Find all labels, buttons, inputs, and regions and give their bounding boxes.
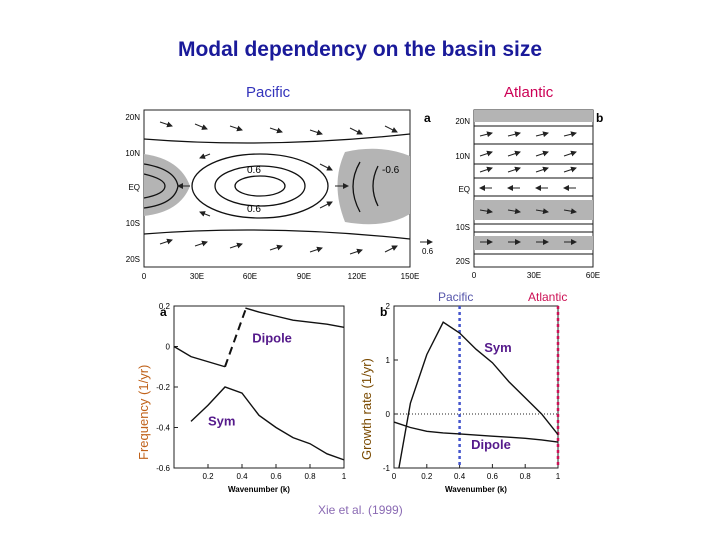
lon-ticks: 0 30E 60E 90E 120E 150E <box>142 272 420 281</box>
svg-text:20N: 20N <box>125 113 140 122</box>
series-label-sym: Sym <box>208 413 235 428</box>
x-axis-label: Wavenumber (k) <box>228 485 290 494</box>
wind-vectors <box>479 131 577 245</box>
x-tick-label: 0.2 <box>421 472 433 481</box>
shade-east <box>337 148 410 225</box>
series-line-sym <box>190 386 345 461</box>
atlantic-map: b 20N 10N EQ 10S 20S 0 30E 60E <box>455 109 603 280</box>
svg-text:EQ: EQ <box>128 183 140 192</box>
x-tick-label: 0.2 <box>202 472 214 481</box>
y-tick-label: -1 <box>383 464 391 473</box>
contour-label-2: -0.6 <box>382 165 400 176</box>
x-axis-label: Wavenumber (k) <box>445 485 507 494</box>
wind-vectors <box>159 121 433 255</box>
y-tick-label: 0.2 <box>159 302 171 311</box>
svg-text:60E: 60E <box>586 271 600 280</box>
lat-ticks: 20N 10N EQ 10S 20S <box>125 113 140 264</box>
y-tick-label: 0 <box>386 410 391 419</box>
series-label-dipole: Dipole <box>471 437 511 452</box>
shade-west <box>144 154 190 216</box>
x-tick-label: 0.6 <box>270 472 282 481</box>
panel-label: a <box>160 305 167 319</box>
svg-text:10S: 10S <box>126 219 140 228</box>
series-label-dipole: Dipole <box>252 330 292 345</box>
x-tick-label: 0 <box>392 472 397 481</box>
series-label-sym: Sym <box>484 340 511 355</box>
pacific-label: Pacific <box>246 84 291 101</box>
series-line-sym <box>398 321 559 469</box>
contour-label-3: 0.6 <box>247 204 261 215</box>
y-tick-label: 1 <box>386 356 391 365</box>
contour-label-1: 0.6 <box>247 165 261 176</box>
series-line-dipole <box>173 345 226 368</box>
svg-text:20S: 20S <box>456 257 470 266</box>
vector-scale: 0.6 <box>422 247 434 256</box>
series-line-dipole <box>393 421 559 443</box>
svg-text:30E: 30E <box>190 272 204 281</box>
y-tick-label: -0.2 <box>156 383 170 392</box>
contours <box>143 133 411 240</box>
svg-text:150E: 150E <box>401 272 420 281</box>
frequency-chart: a0.2 0.4 0.6 0.8 10.20-0.2-0.4-0.6Wavenumber… <box>156 302 347 494</box>
svg-text:90E: 90E <box>297 272 311 281</box>
lon-ticks: 0 30E 60E <box>472 271 600 280</box>
pacific-marker-label: Pacific <box>438 290 474 304</box>
x-tick-label: 1 <box>342 472 347 481</box>
series-line-segment-1 <box>224 309 247 368</box>
svg-text:60E: 60E <box>243 272 257 281</box>
svg-text:20N: 20N <box>455 117 470 126</box>
contours <box>474 125 593 255</box>
svg-text:30E: 30E <box>527 271 541 280</box>
x-tick-label: 0.4 <box>236 472 248 481</box>
pacific-map: 0.6 -0.6 0.6 0.6 a 20N 10N EQ 10S 20S 0 … <box>125 109 434 281</box>
x-tick-label: 0.8 <box>520 472 532 481</box>
svg-text:20S: 20S <box>126 255 140 264</box>
svg-text:10S: 10S <box>456 223 470 232</box>
lat-ticks: 20N 10N EQ 10S 20S <box>455 117 470 266</box>
svg-text:0: 0 <box>142 272 147 281</box>
svg-text:10N: 10N <box>125 149 140 158</box>
x-tick-label: 1 <box>556 472 561 481</box>
citation: Xie et al. (1999) <box>318 503 403 517</box>
slide-title: Modal dependency on the basin size <box>177 38 543 61</box>
x-tick-label: 0.6 <box>487 472 499 481</box>
svg-text:EQ: EQ <box>458 185 470 194</box>
series-line-segment-2 <box>245 307 345 328</box>
y-tick-label: 2 <box>386 302 391 311</box>
y-tick-label: -0.6 <box>156 464 170 473</box>
svg-text:10N: 10N <box>455 152 470 161</box>
y-tick-label: 0 <box>166 343 171 352</box>
x-tick-label: 0.4 <box>454 472 466 481</box>
atlantic-label: Atlantic <box>504 84 554 101</box>
panel-label-a: a <box>424 111 431 125</box>
svg-text:120E: 120E <box>348 272 367 281</box>
panel-label: b <box>380 305 387 319</box>
svg-text:0: 0 <box>472 271 477 280</box>
panel-label-b: b <box>596 111 603 125</box>
x-tick-label: 0.8 <box>304 472 316 481</box>
y-tick-label: -0.4 <box>156 424 170 433</box>
atlantic-marker-label: Atlantic <box>528 290 568 304</box>
